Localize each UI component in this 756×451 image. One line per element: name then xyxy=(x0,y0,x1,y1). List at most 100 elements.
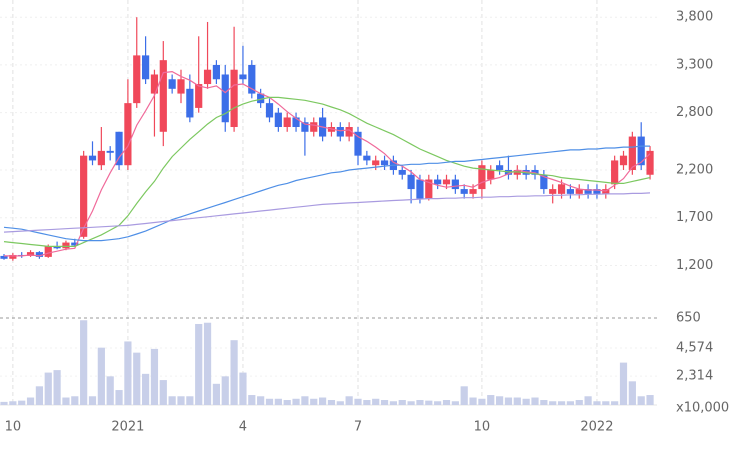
candle-body xyxy=(203,69,212,85)
y-tick-label: 2,800 xyxy=(676,105,713,120)
candle-body xyxy=(9,254,17,259)
volume-bar xyxy=(496,396,504,405)
candle-body xyxy=(257,93,265,104)
candle-body xyxy=(557,184,566,194)
volume-bar xyxy=(363,400,371,405)
moving-average-line xyxy=(3,96,651,247)
candle-body xyxy=(168,79,176,89)
volume-bar xyxy=(71,396,79,405)
volume-bar xyxy=(372,398,380,405)
candle-body xyxy=(363,155,371,161)
candle-body xyxy=(593,189,601,194)
candle-body xyxy=(195,84,203,108)
candle-body xyxy=(142,55,150,80)
candle-body xyxy=(487,169,495,180)
candle-body xyxy=(380,160,389,166)
candle-body xyxy=(416,179,424,199)
candle-body xyxy=(619,155,628,166)
volume-bar xyxy=(203,322,212,405)
volume-bar xyxy=(549,401,557,405)
x-tick-label: 4 xyxy=(239,420,247,435)
volume-bar xyxy=(26,397,35,405)
volume-bar xyxy=(602,401,610,405)
candle-body xyxy=(496,165,504,170)
candle-body xyxy=(239,74,247,80)
volume-bar xyxy=(593,401,601,405)
volume-bar xyxy=(283,400,291,405)
volume-bar xyxy=(230,340,238,405)
volume-bar xyxy=(195,323,203,405)
volume-bar xyxy=(407,401,415,405)
volume-bar xyxy=(389,401,397,405)
candle-body xyxy=(283,117,291,128)
volume-bar xyxy=(310,398,318,405)
volume-bar xyxy=(566,401,574,405)
y-tick-label: 2,200 xyxy=(676,162,713,177)
volume-bar xyxy=(469,397,477,405)
volume-bar xyxy=(557,401,566,405)
candle-body xyxy=(186,88,194,118)
candle-body xyxy=(637,136,645,166)
volume-bar xyxy=(106,376,114,405)
moving-average-line xyxy=(3,145,650,242)
candle-body xyxy=(425,179,433,199)
moving-average-line xyxy=(3,192,651,233)
volume-bar xyxy=(159,380,167,405)
volume-bar xyxy=(460,386,468,405)
volume-bar xyxy=(575,400,583,405)
volume-bar xyxy=(416,400,424,405)
volume-bar xyxy=(133,352,141,405)
volume-bar xyxy=(186,396,194,405)
candle-body xyxy=(478,165,486,190)
candle-body xyxy=(159,60,167,132)
volume-bar xyxy=(504,397,513,405)
volume-bar xyxy=(354,398,362,405)
volume-bar xyxy=(451,401,459,405)
y-tick-label: 1,200 xyxy=(676,258,713,273)
volume-bar xyxy=(336,401,344,405)
candle-body xyxy=(575,189,583,194)
candle-body xyxy=(469,189,477,194)
volume-bar xyxy=(522,398,530,405)
candle-body xyxy=(398,169,406,175)
volume-bar xyxy=(9,401,17,405)
candle-body xyxy=(80,155,88,237)
candle-body xyxy=(26,252,35,256)
volume-bar xyxy=(646,395,654,405)
volume-bar xyxy=(434,401,442,405)
moving-average-line xyxy=(4,70,651,257)
volume-bar xyxy=(150,348,159,405)
volume-tick-label: 4,574 xyxy=(676,340,713,355)
volume-bar xyxy=(168,396,176,405)
candle-body xyxy=(35,252,43,257)
candle-body xyxy=(274,112,282,128)
volume-bar xyxy=(611,401,619,405)
candle-body xyxy=(628,136,636,170)
candle-body xyxy=(106,150,114,153)
volume-bar xyxy=(442,400,451,405)
volume-bar xyxy=(44,372,52,405)
volume-bar xyxy=(531,397,539,405)
candle-body xyxy=(434,179,442,185)
candle-body xyxy=(345,127,353,137)
volume-bar xyxy=(487,395,495,405)
x-tick-label: 2021 xyxy=(111,420,144,435)
volume-bar xyxy=(248,395,256,405)
volume-bar xyxy=(62,397,70,405)
x-tick-label: 10 xyxy=(474,420,491,435)
volume-bar xyxy=(53,370,61,405)
volume-bar xyxy=(319,397,327,405)
x-tick-label: 7 xyxy=(354,420,362,435)
x-tick-label: 10 xyxy=(5,420,22,435)
volume-bar xyxy=(628,381,636,405)
candle-body xyxy=(354,131,362,156)
candle-body xyxy=(62,242,70,249)
volume-bar xyxy=(345,396,353,405)
volume-bar xyxy=(18,400,26,405)
candle-body xyxy=(451,179,459,190)
volume-bar xyxy=(292,398,300,405)
volume-bar xyxy=(142,373,150,405)
candle-body xyxy=(97,150,105,166)
volume-bar xyxy=(177,396,185,405)
